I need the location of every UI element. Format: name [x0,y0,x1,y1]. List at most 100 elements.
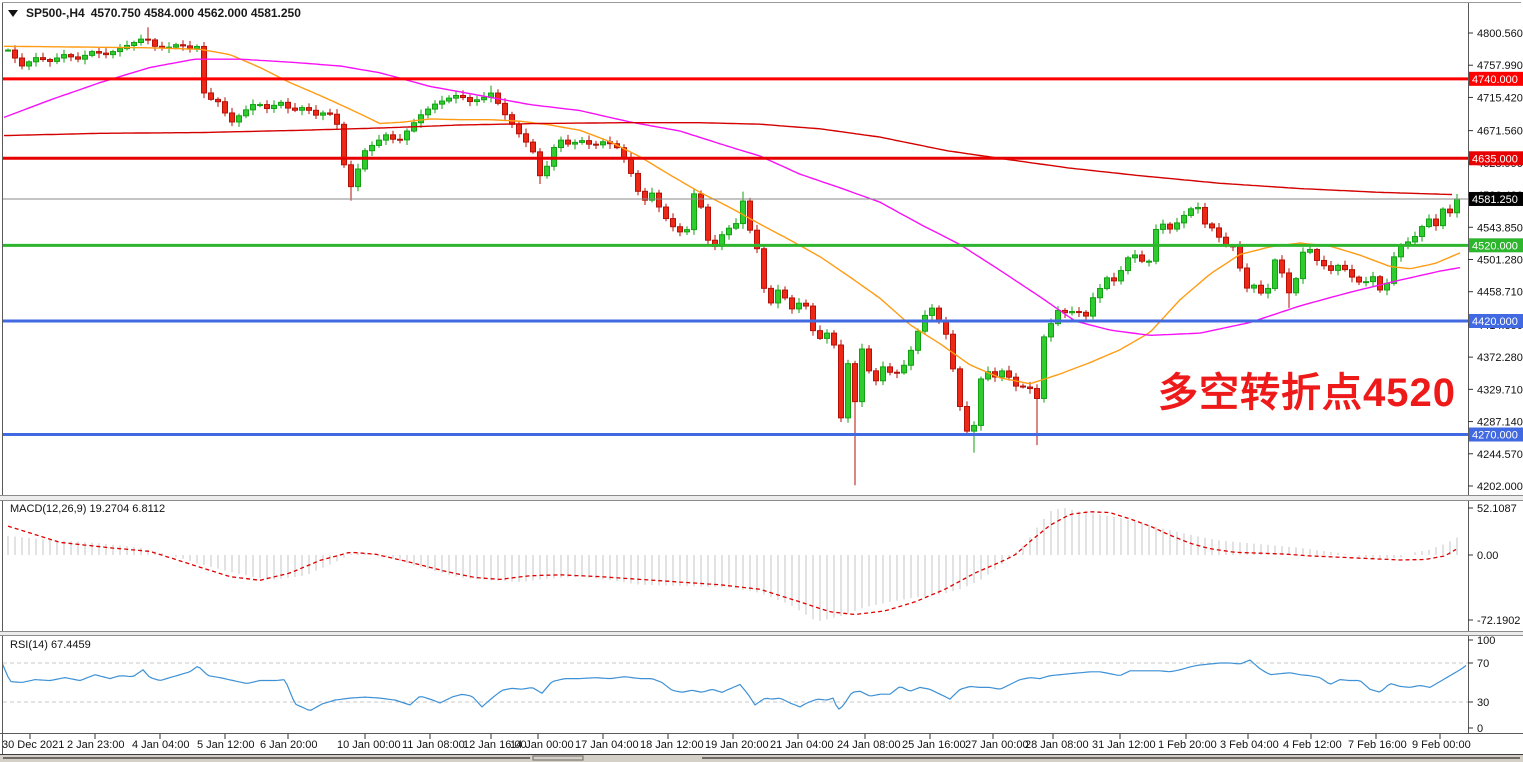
candle [404,130,410,141]
price-tick-label: 4757.990 [1477,60,1523,72]
candle [628,157,634,174]
candle [586,140,592,145]
time-tick-label: 10 Jan 00:00 [337,739,401,751]
macd-tick-label: 52.1087 [1477,503,1517,515]
candle [1426,218,1432,228]
candle [1279,259,1285,274]
candle [957,368,963,408]
candle [677,226,683,233]
candle [1391,256,1397,284]
candle [33,57,39,63]
ma-fast-orange [4,45,1461,385]
candle [1307,248,1313,253]
candle [656,192,662,208]
candle [978,378,984,426]
candle [754,229,760,250]
price-tick-label: 4458.710 [1477,287,1523,299]
candle [208,92,214,100]
candle [810,305,816,332]
candle [131,42,137,47]
candle [264,104,270,110]
candle [292,107,298,111]
candle [1377,276,1383,291]
time-tick-label: 14 Jan 00:00 [510,739,574,751]
candle [1125,257,1131,272]
candle [817,330,823,339]
candle [229,112,235,123]
candle [306,107,312,111]
candle [782,289,788,299]
candle [516,123,522,135]
candle [838,344,844,419]
candle [257,104,263,107]
candle [1293,278,1299,294]
candle [901,364,907,374]
candle [523,133,529,143]
candle [1174,222,1180,230]
macd-tick-label: -72.1902 [1477,615,1520,627]
candle [649,192,655,201]
candle [796,302,802,310]
macd-panel [7,508,1458,622]
time-tick-label: 5 Jan 12:00 [197,739,255,751]
time-tick-label: 2 Jan 23:00 [67,739,125,751]
candle [222,101,228,114]
candle [47,59,53,62]
candle [138,38,144,44]
symbol-period-label: SP500-,H4 [26,6,85,20]
candle [383,134,389,141]
symbol-dropdown-icon[interactable] [8,9,18,17]
price-tick-label: 4671.560 [1477,126,1523,138]
candle [1286,272,1292,294]
candle [1076,311,1082,314]
time-tick-label: 19 Jan 20:00 [705,739,769,751]
candle [1300,251,1306,280]
time-tick-label: 21 Jan 04:00 [770,739,834,751]
candle [54,57,60,62]
time-tick-label: 4 Feb 12:00 [1283,739,1342,751]
candle [684,229,690,233]
price-tick-label: 4501.280 [1477,254,1523,266]
candle [1216,227,1222,238]
candle [215,98,221,103]
candle [1118,270,1124,282]
chart-title-row: SP500-,H4 4570.750 4584.000 4562.000 458… [8,6,301,20]
svg-text:4581.250: 4581.250 [1472,194,1518,206]
svg-text:4420.000: 4420.000 [1472,316,1518,328]
scrollbar-thumb[interactable] [532,755,584,761]
candle [1349,269,1355,278]
candle [999,370,1005,378]
candle [1188,208,1194,216]
candle [733,223,739,229]
candle [873,370,879,382]
candle [964,406,970,432]
candle [943,321,949,335]
candle [929,307,935,316]
candle [579,140,585,143]
candle [1139,254,1145,262]
candle [432,103,438,110]
candle [572,141,578,145]
time-tick-label: 4 Jan 04:00 [132,739,190,751]
ohlc-values: 4570.750 4584.000 4562.000 4581.250 [90,6,301,20]
candle [474,99,480,103]
candle [1111,277,1117,282]
price-tick-label: 4800.560 [1477,28,1523,40]
candle [68,54,74,58]
candle [110,51,116,56]
candle [880,366,886,382]
candle [1314,248,1320,261]
candle [1146,260,1152,263]
svg-text:4740.000: 4740.000 [1472,74,1518,86]
price-tick-label: 4372.280 [1477,352,1523,364]
time-tick-label: 3 Feb 04:00 [1220,739,1279,751]
candle [194,45,200,50]
candle [117,48,123,53]
candle [320,112,326,116]
candle [502,102,508,116]
candle [285,101,291,109]
candle [775,289,781,304]
candle [1342,264,1348,271]
